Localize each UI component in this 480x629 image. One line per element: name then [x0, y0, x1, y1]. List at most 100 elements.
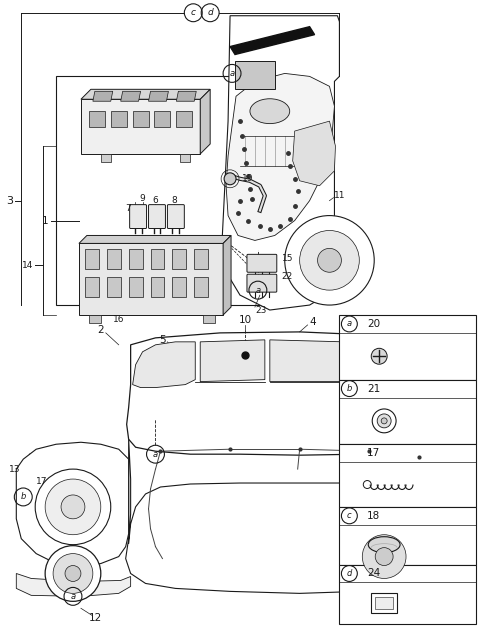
Polygon shape	[127, 332, 459, 455]
Circle shape	[352, 525, 416, 588]
Polygon shape	[230, 26, 314, 55]
Text: 13: 13	[9, 465, 21, 474]
Circle shape	[377, 414, 391, 428]
Text: 17: 17	[367, 448, 381, 458]
Bar	[339, 565, 476, 624]
Bar	[151, 249, 165, 269]
FancyBboxPatch shape	[168, 204, 184, 228]
Polygon shape	[200, 340, 265, 382]
Text: 4: 4	[310, 317, 316, 327]
Bar	[339, 444, 476, 507]
Polygon shape	[222, 16, 339, 310]
Polygon shape	[81, 89, 210, 99]
Text: a: a	[229, 69, 235, 78]
Polygon shape	[81, 99, 200, 154]
Polygon shape	[93, 91, 113, 101]
Bar	[89, 111, 105, 127]
Bar	[194, 277, 208, 297]
Text: a: a	[153, 450, 158, 459]
Text: 11: 11	[335, 191, 346, 200]
Circle shape	[61, 495, 85, 519]
Text: d: d	[207, 8, 213, 17]
Polygon shape	[223, 235, 231, 315]
Polygon shape	[148, 91, 168, 101]
Text: 24: 24	[367, 569, 381, 579]
Polygon shape	[79, 235, 231, 243]
Bar	[375, 598, 393, 610]
Text: 21: 21	[367, 384, 381, 394]
Circle shape	[35, 469, 111, 545]
Bar	[172, 277, 186, 297]
Circle shape	[285, 216, 374, 305]
Circle shape	[375, 548, 393, 565]
Text: 2: 2	[97, 325, 104, 335]
Bar	[203, 315, 215, 323]
Bar	[172, 249, 186, 269]
Text: 19: 19	[242, 174, 253, 183]
Text: 7: 7	[125, 204, 131, 213]
Ellipse shape	[368, 537, 400, 553]
Polygon shape	[293, 121, 336, 186]
Polygon shape	[16, 442, 129, 567]
Bar	[180, 154, 190, 162]
FancyBboxPatch shape	[247, 274, 277, 292]
Bar	[371, 593, 397, 613]
Circle shape	[45, 545, 101, 601]
Bar	[56, 76, 290, 305]
Polygon shape	[349, 342, 404, 382]
Text: 6: 6	[153, 196, 158, 205]
Text: a: a	[255, 286, 261, 294]
Circle shape	[371, 348, 387, 364]
Ellipse shape	[250, 99, 290, 124]
Text: a: a	[71, 592, 75, 601]
Text: 23: 23	[255, 306, 266, 314]
Bar	[339, 507, 476, 565]
Text: c: c	[191, 8, 196, 17]
Circle shape	[372, 409, 396, 433]
Bar	[235, 62, 275, 89]
Bar	[176, 111, 192, 127]
Bar	[89, 315, 101, 323]
Circle shape	[65, 565, 81, 581]
Text: 17: 17	[36, 477, 48, 486]
Bar	[129, 277, 143, 297]
Polygon shape	[132, 342, 195, 387]
Bar	[194, 249, 208, 269]
Text: 22: 22	[282, 272, 293, 281]
Polygon shape	[407, 350, 454, 454]
Polygon shape	[176, 91, 196, 101]
Text: 12: 12	[89, 613, 102, 623]
Circle shape	[53, 554, 93, 593]
Text: b: b	[347, 384, 352, 393]
Text: 16: 16	[113, 316, 124, 325]
Text: 1: 1	[42, 216, 48, 226]
Text: 15: 15	[282, 254, 293, 263]
Bar	[339, 380, 476, 444]
Text: 18: 18	[367, 511, 381, 521]
Bar	[85, 249, 99, 269]
Text: 20: 20	[367, 319, 380, 329]
Text: a: a	[347, 320, 352, 328]
Polygon shape	[200, 89, 210, 154]
FancyBboxPatch shape	[148, 204, 166, 228]
Bar	[107, 277, 120, 297]
FancyBboxPatch shape	[247, 254, 277, 272]
Circle shape	[381, 418, 387, 424]
Bar	[107, 249, 120, 269]
Bar	[339, 315, 476, 380]
Text: 5: 5	[159, 335, 166, 345]
Text: c: c	[347, 511, 352, 520]
Text: d: d	[347, 569, 352, 578]
Bar	[132, 111, 148, 127]
Circle shape	[45, 479, 101, 535]
Polygon shape	[79, 243, 223, 315]
Polygon shape	[16, 574, 131, 596]
Text: 10: 10	[239, 315, 252, 325]
Circle shape	[300, 230, 360, 290]
Polygon shape	[226, 74, 335, 240]
Bar	[101, 154, 111, 162]
Circle shape	[224, 173, 236, 185]
Bar	[111, 111, 127, 127]
Polygon shape	[126, 439, 429, 593]
Circle shape	[318, 248, 341, 272]
